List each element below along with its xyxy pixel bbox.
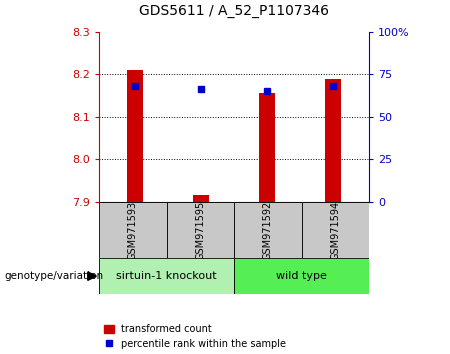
Bar bbox=[99, 258, 234, 294]
Text: GSM971594: GSM971594 bbox=[330, 200, 340, 260]
Text: GSM971592: GSM971592 bbox=[263, 200, 273, 260]
Text: GSM971595: GSM971595 bbox=[195, 200, 205, 260]
Bar bbox=[302, 202, 369, 258]
Bar bbox=[193, 195, 209, 202]
Text: GSM971593: GSM971593 bbox=[128, 200, 138, 260]
Bar bbox=[234, 202, 302, 258]
Text: genotype/variation: genotype/variation bbox=[4, 271, 104, 281]
Bar bbox=[259, 93, 275, 202]
Legend: transformed count, percentile rank within the sample: transformed count, percentile rank withi… bbox=[104, 324, 286, 349]
Text: GDS5611 / A_52_P1107346: GDS5611 / A_52_P1107346 bbox=[139, 4, 329, 18]
Bar bbox=[234, 258, 369, 294]
Text: wild type: wild type bbox=[276, 271, 327, 281]
Bar bbox=[324, 79, 341, 202]
Bar bbox=[99, 202, 166, 258]
Polygon shape bbox=[88, 272, 96, 280]
Text: sirtuin-1 knockout: sirtuin-1 knockout bbox=[116, 271, 217, 281]
Bar bbox=[127, 70, 144, 202]
Bar bbox=[166, 202, 234, 258]
